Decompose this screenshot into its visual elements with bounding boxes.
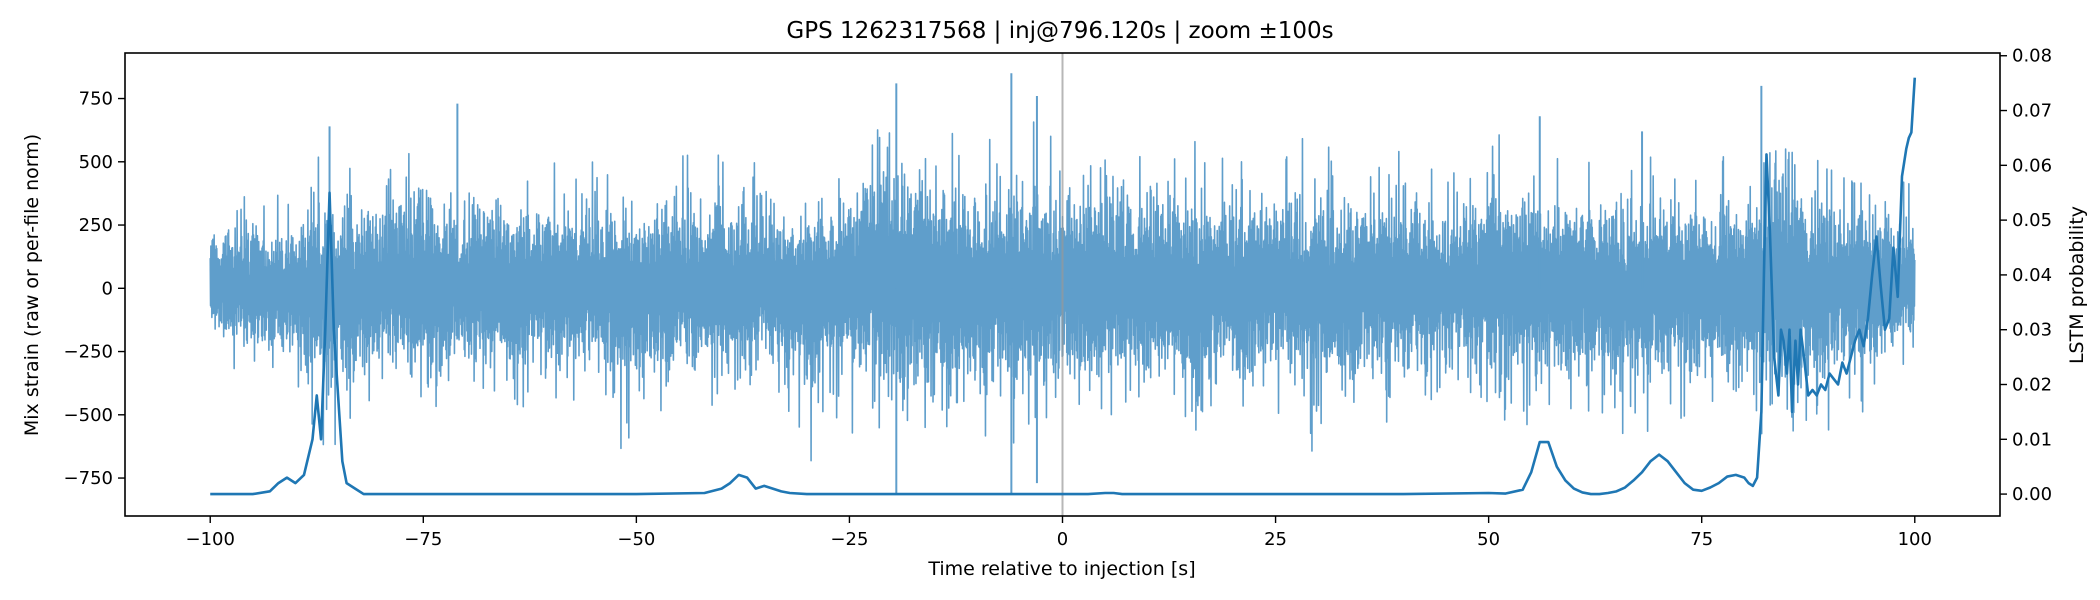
y-right-tick-label: 0.01 — [2012, 429, 2052, 450]
x-tick-label: −50 — [617, 529, 655, 550]
x-tick-label: 75 — [1690, 529, 1713, 550]
y-right-tick-label: 0.08 — [2012, 46, 2052, 67]
y-right-tick-label: 0.03 — [2012, 320, 2052, 341]
y-left-tick-label: 250 — [79, 215, 113, 236]
y-left-tick-label: 500 — [79, 152, 113, 173]
y-left-tick-label: −750 — [64, 468, 113, 489]
y-right-tick-label: 0.00 — [2012, 484, 2052, 505]
x-axis-label: Time relative to injection [s] — [927, 558, 1195, 580]
x-tick-label: 50 — [1477, 529, 1500, 550]
x-tick-label: 25 — [1264, 529, 1287, 550]
y-right-tick-label: 0.06 — [2012, 155, 2052, 176]
probability-line — [210, 77, 1917, 496]
y-axis-right: 0.00 0.01 0.02 0.03 0.04 0.05 0.06 0.07 0.08 — [2000, 46, 2052, 505]
y-axis-left-label: Mix strain (raw or per-file norm) — [21, 134, 43, 436]
y-left-tick-label: −250 — [64, 342, 113, 363]
x-tick-label: 100 — [1898, 529, 1932, 550]
y-right-tick-label: 0.02 — [2012, 374, 2052, 395]
x-tick-label: −25 — [830, 529, 868, 550]
chart-title: GPS 1262317568 | inj@796.120s | zoom ±10… — [786, 18, 1333, 44]
x-axis: −100 −75 −50 −25 0 25 50 75 100 — [186, 516, 1932, 550]
x-tick-label: 0 — [1057, 529, 1068, 550]
y-axis-left: −750 −500 −250 0 250 500 750 — [64, 89, 125, 489]
y-left-tick-label: 750 — [79, 89, 113, 110]
y-left-tick-label: −500 — [64, 405, 113, 426]
y-left-tick-label: 0 — [102, 278, 113, 299]
y-right-tick-label: 0.05 — [2012, 210, 2052, 231]
y-right-tick-label: 0.04 — [2012, 265, 2052, 286]
x-tick-label: −75 — [404, 529, 442, 550]
y-right-tick-label: 0.07 — [2012, 101, 2052, 122]
probability-series — [210, 77, 1917, 496]
x-tick-label: −100 — [186, 529, 235, 550]
y-axis-right-label: LSTM probability — [2066, 206, 2088, 364]
